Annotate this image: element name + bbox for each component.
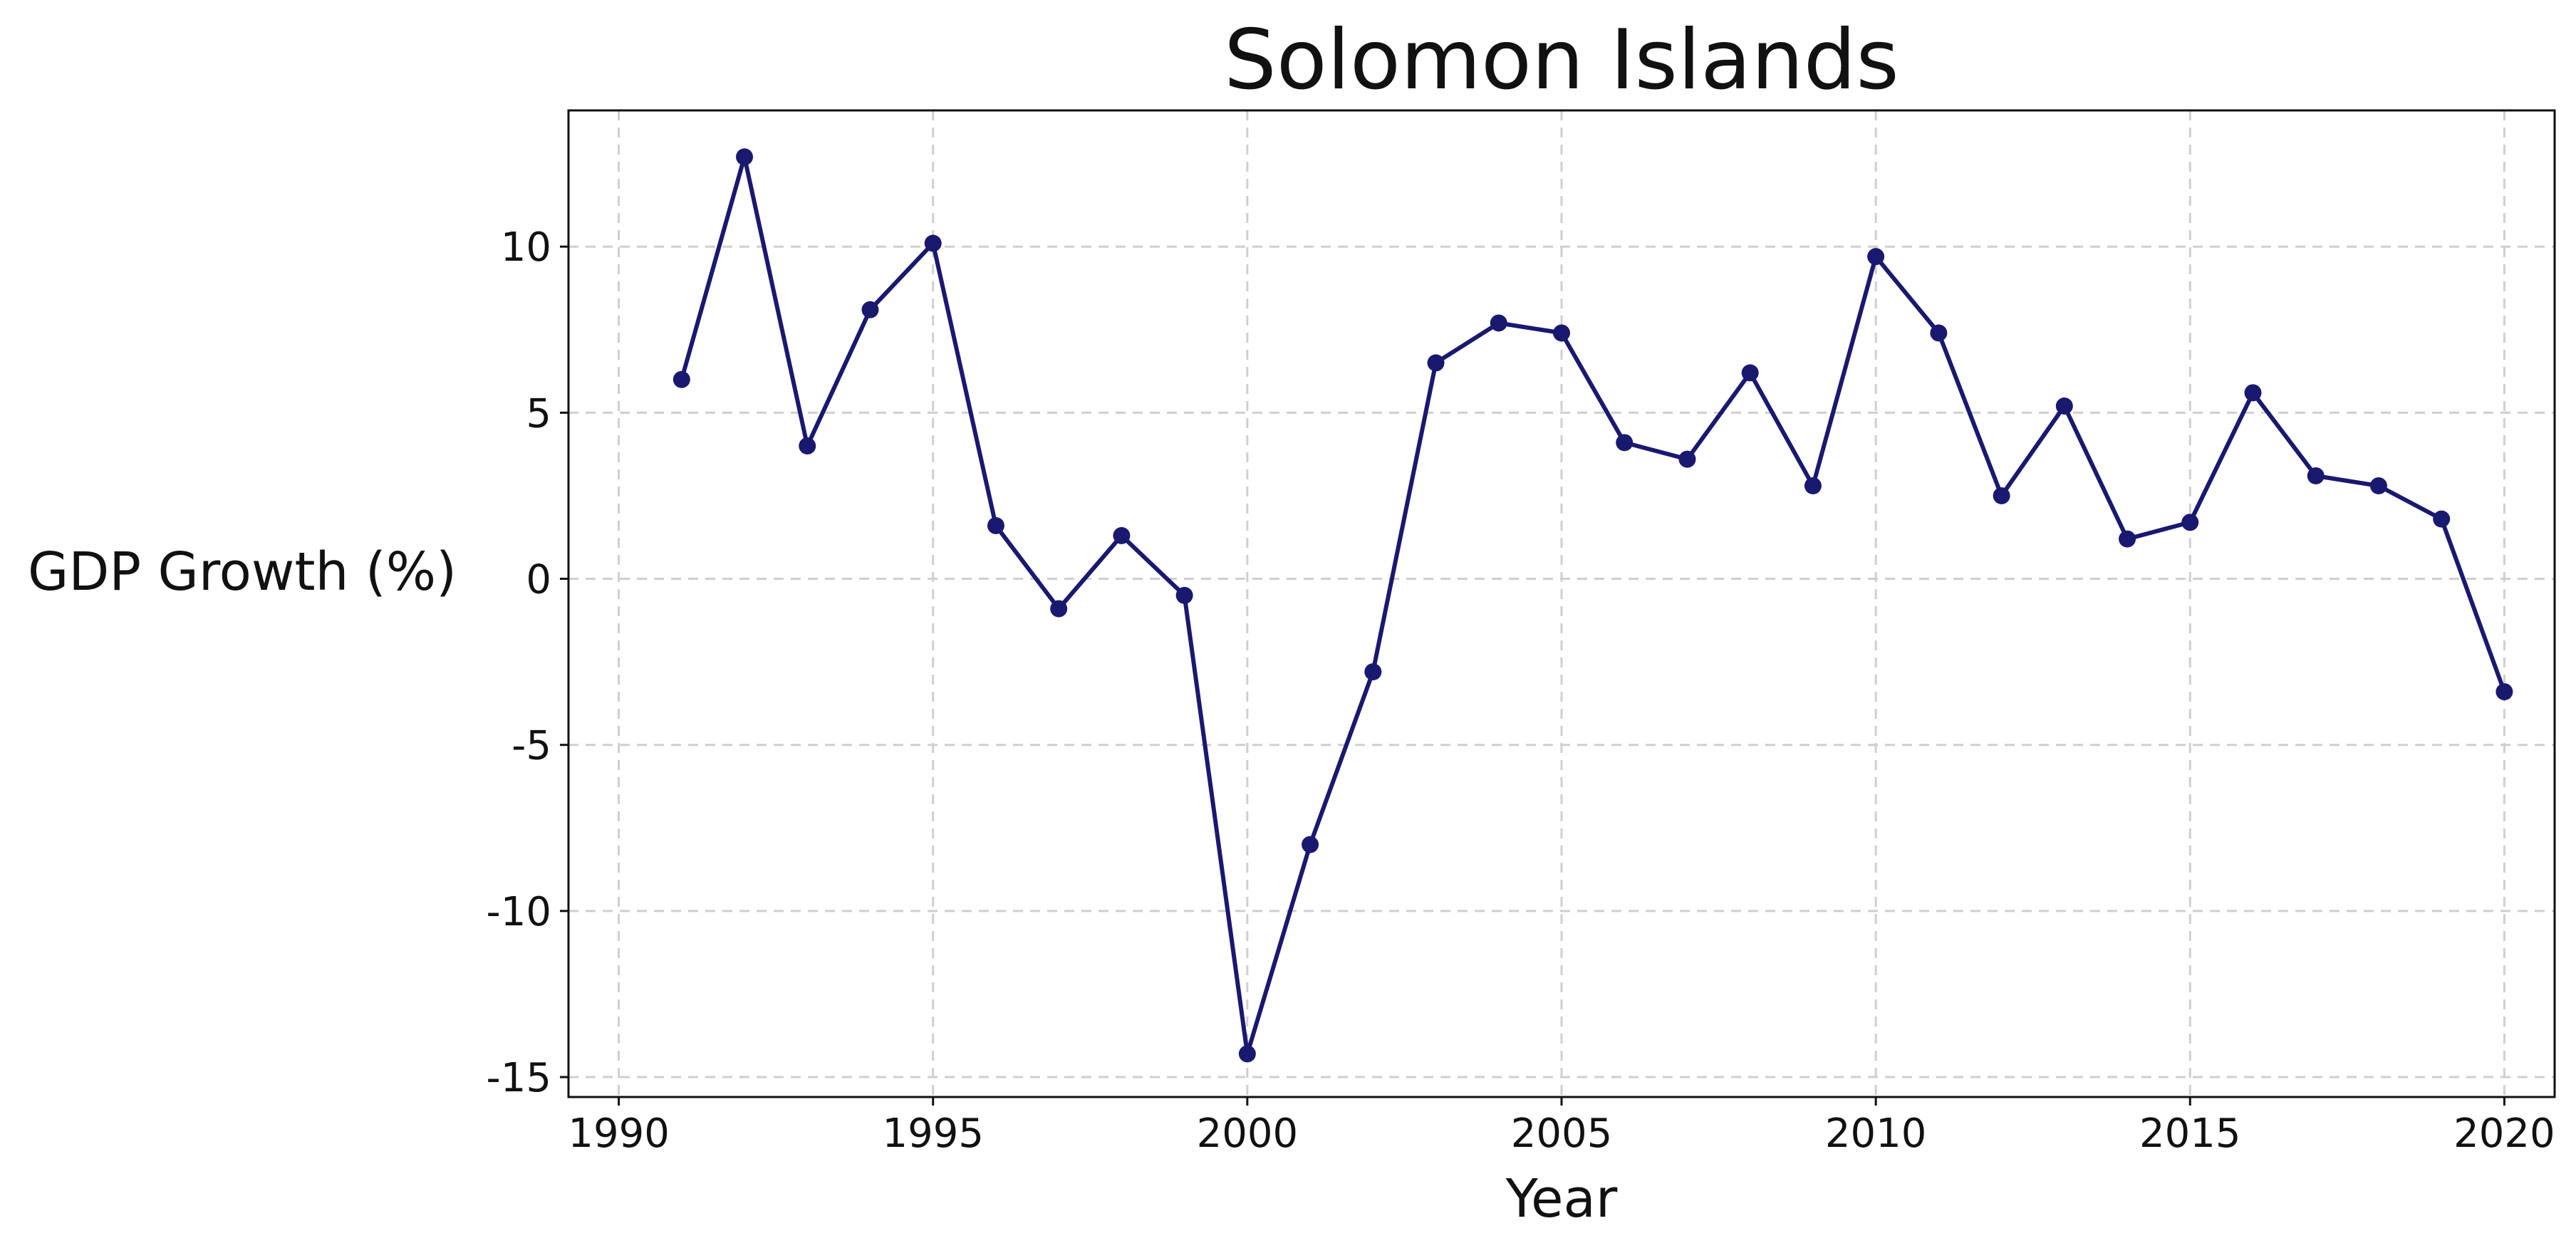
data-point bbox=[2307, 467, 2325, 484]
data-point bbox=[1553, 324, 1570, 342]
grid-layer bbox=[568, 110, 2555, 1097]
data-point bbox=[672, 370, 690, 388]
y-axis-label: GDP Growth (%) bbox=[28, 541, 457, 603]
data-point bbox=[1364, 663, 1382, 681]
data-point bbox=[2496, 683, 2513, 701]
data-point bbox=[2369, 477, 2387, 494]
data-point bbox=[1175, 586, 1193, 604]
data-point bbox=[1741, 364, 1759, 382]
y-tick-label: 10 bbox=[501, 224, 551, 271]
x-tick-label: 2010 bbox=[1825, 1111, 1927, 1157]
data-point bbox=[2055, 397, 2073, 415]
data-point bbox=[2181, 514, 2199, 531]
x-tick-label: 2015 bbox=[2139, 1111, 2241, 1157]
data-point bbox=[861, 301, 879, 318]
y-tick-label: 0 bbox=[526, 557, 551, 603]
data-point bbox=[1804, 477, 1822, 494]
data-point bbox=[1050, 600, 1068, 618]
data-point bbox=[1867, 248, 1885, 266]
y-tick-label: 5 bbox=[526, 390, 551, 437]
data-point bbox=[1238, 1045, 1256, 1063]
data-point bbox=[924, 234, 942, 252]
x-tick-label: 2000 bbox=[1197, 1111, 1299, 1157]
data-point bbox=[1616, 434, 1634, 452]
y-tick-label: -15 bbox=[487, 1055, 551, 1101]
data-point bbox=[799, 437, 816, 454]
data-point bbox=[1930, 324, 1948, 342]
y-tick-label: -10 bbox=[487, 889, 551, 935]
y-tick-label: -5 bbox=[511, 723, 551, 769]
x-tick-label: 2020 bbox=[2453, 1111, 2555, 1157]
data-point bbox=[1427, 354, 1445, 372]
series-line bbox=[679, 155, 2507, 1056]
data-point bbox=[2244, 384, 2262, 402]
x-tick-label: 1995 bbox=[882, 1111, 984, 1157]
tick-layer: 1990 1995 2000 2005 2010 2015 2020 10 5 0 -5 -10 -15 bbox=[487, 224, 2555, 1157]
data-point bbox=[1490, 314, 1507, 332]
x-tick-label: 2005 bbox=[1511, 1111, 1613, 1157]
x-axis-label: Year bbox=[1505, 1168, 1618, 1230]
data-point bbox=[1678, 450, 1696, 468]
data-point bbox=[2119, 530, 2136, 548]
data-point bbox=[1113, 526, 1131, 544]
data-point bbox=[1302, 836, 1319, 853]
data-point bbox=[2433, 510, 2451, 528]
data-point bbox=[1993, 487, 2010, 504]
series-layer bbox=[672, 148, 2513, 1063]
chart-title: Solomon Islands bbox=[1224, 12, 1899, 108]
data-point bbox=[736, 148, 754, 166]
x-tick-label: 1990 bbox=[568, 1111, 670, 1157]
data-point bbox=[987, 516, 1004, 534]
